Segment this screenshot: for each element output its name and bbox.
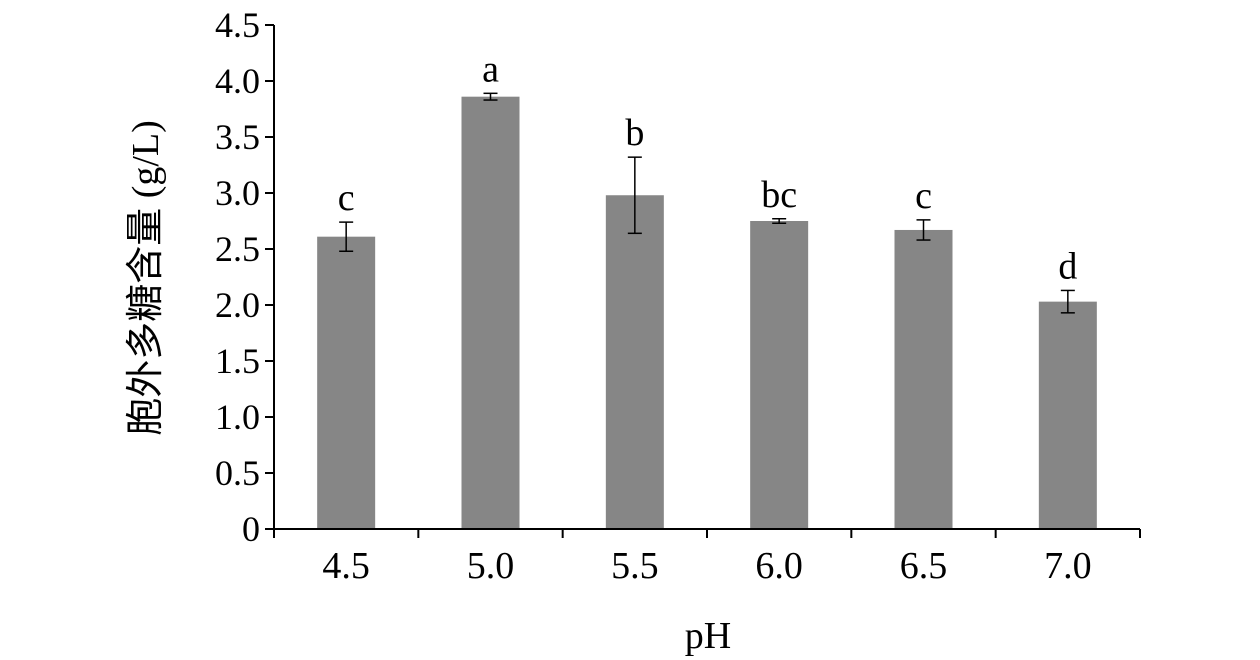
significance-letter: a bbox=[482, 48, 499, 90]
y-tick-label: 1.5 bbox=[215, 341, 260, 381]
x-tick-label: 7.0 bbox=[1044, 545, 1092, 587]
y-axis: 0 0.5 1.0 1.5 2.0 2.5 3.0 3.5 4.0 4.5 bbox=[215, 5, 275, 549]
y-tick-label: 1.0 bbox=[215, 397, 260, 437]
significance-letter: b bbox=[625, 112, 644, 154]
y-tick-label: 0 bbox=[242, 509, 260, 549]
x-tick-label: 6.5 bbox=[900, 545, 948, 587]
y-tick-label: 3.0 bbox=[215, 173, 260, 213]
y-tick-label: 3.5 bbox=[215, 117, 260, 157]
y-tick-label: 2.0 bbox=[215, 285, 260, 325]
significance-letter: c bbox=[338, 177, 355, 219]
x-tick-label: 4.5 bbox=[322, 545, 370, 587]
significance-letter: d bbox=[1058, 245, 1077, 287]
bars-group bbox=[317, 96, 1097, 530]
significance-labels-group: c a b bc c d bbox=[338, 48, 1078, 287]
y-tick-label: 4.5 bbox=[215, 5, 260, 45]
bar bbox=[461, 96, 520, 530]
bar bbox=[317, 236, 376, 529]
x-tick-label: 6.0 bbox=[755, 545, 803, 587]
bar bbox=[894, 229, 953, 529]
y-tick-label: 4.0 bbox=[215, 61, 260, 101]
x-axis: 4.5 5.0 5.5 6.0 6.5 7.0 bbox=[273, 528, 1141, 587]
x-tick-label: 5.0 bbox=[467, 545, 515, 587]
error-bars-group bbox=[339, 92, 1075, 314]
y-tick-label: 2.5 bbox=[215, 229, 260, 269]
y-tick-label: 0.5 bbox=[215, 453, 260, 493]
x-axis-label: pH bbox=[685, 615, 731, 657]
bar bbox=[605, 195, 664, 530]
y-axis-label: 胞外多糖含量 (g/L) bbox=[125, 120, 167, 436]
significance-letter: c bbox=[915, 175, 932, 217]
bar bbox=[750, 221, 809, 529]
x-tick-label: 5.5 bbox=[611, 545, 659, 587]
bar bbox=[1038, 301, 1097, 529]
significance-letter: bc bbox=[761, 174, 797, 216]
